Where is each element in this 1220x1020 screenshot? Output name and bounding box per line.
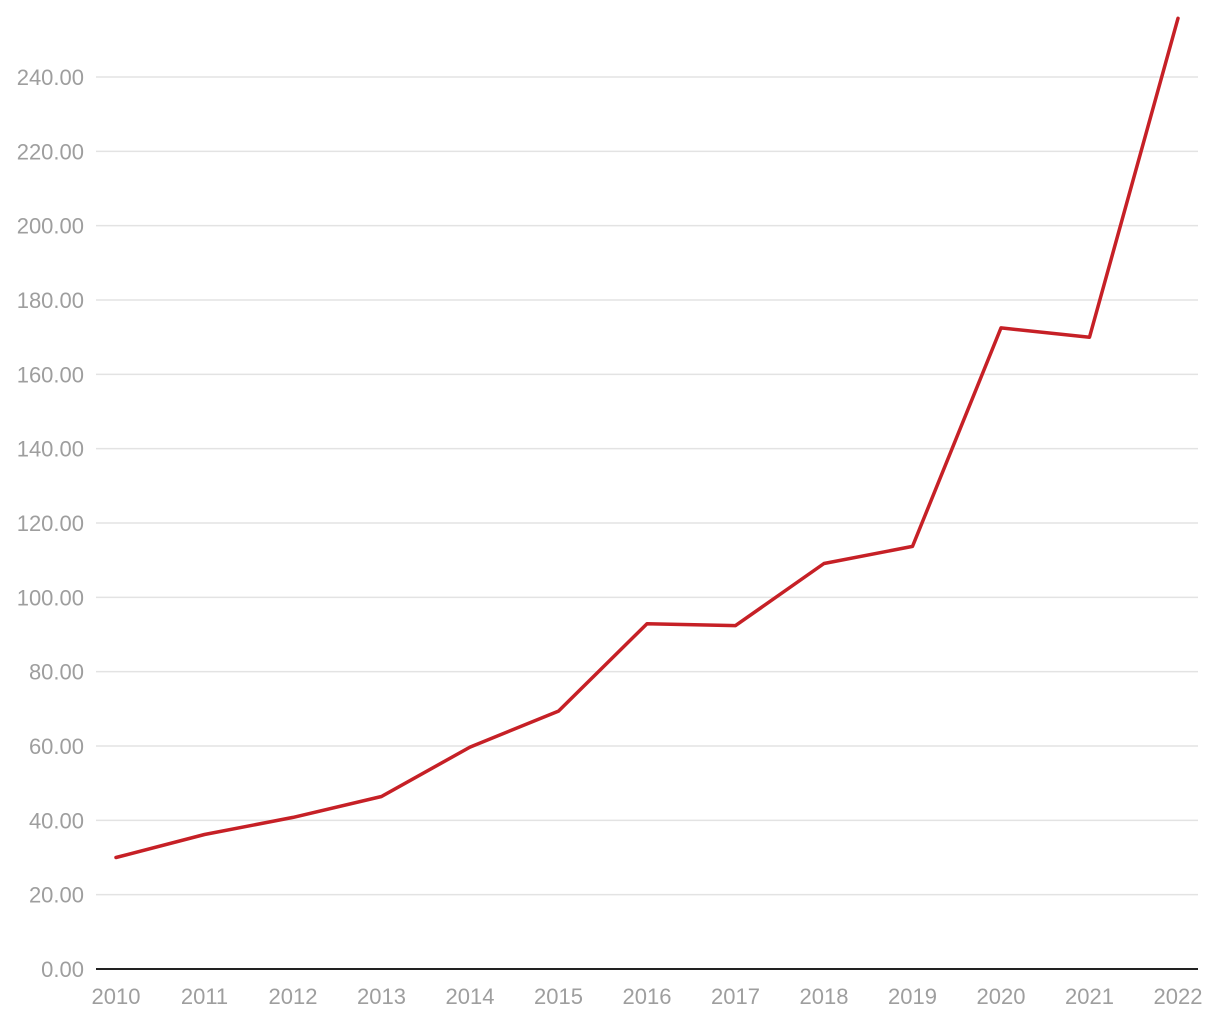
y-tick-label: 240.00 bbox=[17, 65, 84, 90]
y-tick-label: 0.00 bbox=[41, 957, 84, 982]
y-tick-label: 220.00 bbox=[17, 139, 84, 164]
x-tick-label: 2017 bbox=[711, 984, 760, 1009]
x-axis-tick-labels: 2010 2011 2012 2013 2014 2015 2016 2017 2018 2019… bbox=[92, 984, 1203, 1009]
y-tick-label: 20.00 bbox=[29, 883, 84, 908]
x-tick-label: 2015 bbox=[534, 984, 583, 1009]
x-tick-label: 2021 bbox=[1065, 984, 1114, 1009]
x-tick-label: 2013 bbox=[357, 984, 406, 1009]
x-tick-label: 2010 bbox=[92, 984, 141, 1009]
y-tick-label: 200.00 bbox=[17, 214, 84, 239]
y-gridlines bbox=[96, 76, 1198, 896]
y-tick-label: 120.00 bbox=[17, 511, 84, 536]
x-tick-label: 2022 bbox=[1154, 984, 1203, 1009]
series-layer bbox=[114, 16, 1180, 860]
x-tick-label: 2019 bbox=[888, 984, 937, 1009]
y-axis-tick-labels: 0.00 20.00 40.00 60.00 80.00 100.00 120.00 140.… bbox=[17, 65, 84, 982]
x-tick-label: 2012 bbox=[269, 984, 318, 1009]
x-tick-label: 2011 bbox=[181, 984, 228, 1009]
y-tick-label: 40.00 bbox=[29, 808, 84, 833]
y-tick-label: 80.00 bbox=[29, 660, 84, 685]
y-tick-label: 60.00 bbox=[29, 734, 84, 759]
series-line bbox=[114, 16, 1180, 860]
x-tick-label: 2018 bbox=[800, 984, 849, 1009]
y-tick-label: 180.00 bbox=[17, 288, 84, 313]
y-tick-label: 100.00 bbox=[17, 585, 84, 610]
y-tick-label: 140.00 bbox=[17, 437, 84, 462]
x-tick-label: 2016 bbox=[623, 984, 672, 1009]
x-tick-label: 2014 bbox=[446, 984, 495, 1009]
x-tick-label: 2020 bbox=[977, 984, 1026, 1009]
y-tick-label: 160.00 bbox=[17, 362, 84, 387]
